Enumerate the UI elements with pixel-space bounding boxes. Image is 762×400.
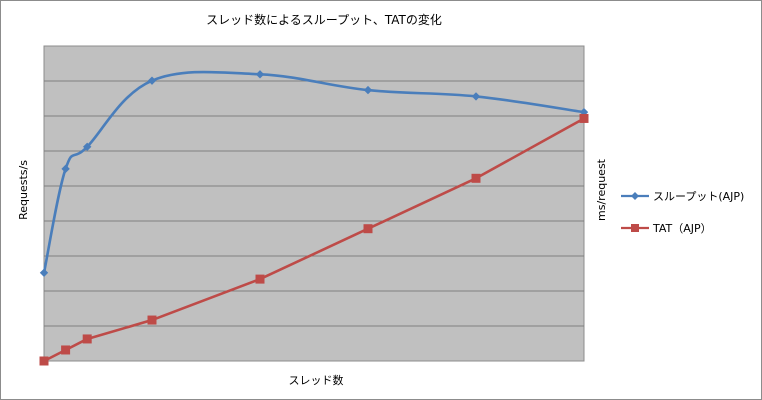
plot-area	[43, 45, 585, 362]
y-axis-left-label: Requests/s	[17, 160, 30, 220]
y-axis-right-label: ms/request	[595, 158, 608, 221]
data-point-throughput	[147, 76, 157, 85]
data-point-tat	[82, 334, 92, 344]
data-point-tat	[39, 356, 49, 366]
legend-label-tat: TAT（AJP）	[652, 222, 712, 235]
data-point-throughput	[471, 92, 481, 101]
series-layer	[39, 70, 589, 366]
legend-marker-tat	[631, 224, 639, 232]
data-point-tat	[363, 224, 373, 234]
data-point-throughput	[363, 85, 373, 95]
legend: スループット(AJP) TAT（AJP）	[621, 190, 744, 235]
data-point-throughput	[83, 142, 92, 151]
x-axis-label: スレッド数	[289, 374, 344, 387]
legend-label-throughput: スループット(AJP)	[653, 190, 744, 203]
data-point-tat	[255, 274, 265, 284]
legend-marker-throughput	[631, 192, 639, 200]
data-point-throughput	[61, 164, 70, 174]
data-point-throughput	[255, 70, 265, 79]
series-line-throughput	[42, 70, 585, 274]
data-point-tat	[61, 345, 71, 355]
data-point-tat	[147, 315, 157, 325]
data-point-throughput	[39, 268, 49, 277]
gridlines	[44, 80, 584, 327]
data-point-tat	[471, 173, 481, 183]
chart-title: スレッド数によるスループット、TATの変化	[206, 12, 442, 27]
data-point-tat	[579, 113, 589, 123]
